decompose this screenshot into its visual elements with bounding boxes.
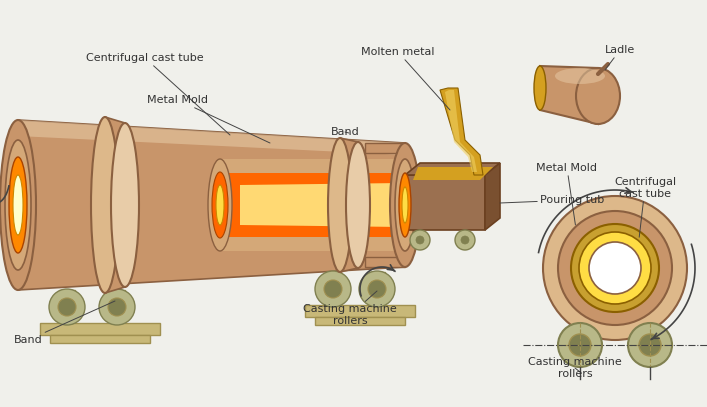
- Polygon shape: [445, 90, 477, 172]
- Circle shape: [324, 280, 342, 298]
- Bar: [50, 335, 150, 343]
- Circle shape: [315, 271, 351, 307]
- Text: Casting machine
rollers: Casting machine rollers: [528, 357, 622, 379]
- Text: Molten metal: Molten metal: [361, 47, 450, 110]
- Polygon shape: [220, 173, 403, 237]
- Ellipse shape: [216, 185, 224, 225]
- Circle shape: [455, 230, 475, 250]
- Polygon shape: [413, 167, 493, 180]
- Bar: [369, 272, 385, 292]
- Polygon shape: [405, 163, 500, 175]
- Polygon shape: [405, 175, 485, 230]
- Ellipse shape: [212, 172, 228, 238]
- Circle shape: [416, 236, 424, 244]
- Text: Metal Mold: Metal Mold: [148, 95, 270, 143]
- Ellipse shape: [534, 66, 546, 110]
- Polygon shape: [105, 117, 125, 293]
- Circle shape: [368, 280, 386, 298]
- Text: Band: Band: [331, 127, 359, 137]
- Ellipse shape: [0, 120, 36, 290]
- Ellipse shape: [395, 159, 415, 251]
- Circle shape: [410, 230, 430, 250]
- Polygon shape: [440, 88, 483, 175]
- Circle shape: [579, 232, 651, 304]
- Text: Centrifugal cast tube: Centrifugal cast tube: [86, 53, 230, 135]
- Ellipse shape: [328, 138, 352, 272]
- Text: Centrifugal
cast tube: Centrifugal cast tube: [614, 177, 676, 237]
- Circle shape: [589, 242, 641, 294]
- Circle shape: [571, 224, 659, 312]
- Ellipse shape: [346, 142, 370, 268]
- Ellipse shape: [390, 143, 420, 267]
- Circle shape: [49, 289, 85, 325]
- Circle shape: [58, 298, 76, 316]
- Polygon shape: [240, 183, 403, 227]
- Ellipse shape: [9, 157, 27, 253]
- Text: Pouring tub: Pouring tub: [500, 195, 604, 205]
- Polygon shape: [485, 163, 500, 230]
- Circle shape: [569, 334, 591, 356]
- Ellipse shape: [402, 187, 408, 223]
- Ellipse shape: [555, 68, 605, 84]
- Bar: [315, 317, 405, 325]
- Circle shape: [461, 236, 469, 244]
- Polygon shape: [18, 120, 405, 155]
- Text: Casting machine
rollers: Casting machine rollers: [303, 291, 397, 326]
- Bar: [59, 290, 75, 310]
- Bar: [109, 290, 125, 310]
- Ellipse shape: [576, 68, 620, 124]
- Ellipse shape: [111, 123, 139, 287]
- Text: Band: Band: [13, 301, 115, 345]
- Polygon shape: [365, 257, 405, 267]
- Circle shape: [99, 289, 135, 325]
- Circle shape: [558, 323, 602, 367]
- Text: Metal Mold: Metal Mold: [537, 163, 597, 225]
- Circle shape: [558, 211, 672, 325]
- Bar: [305, 305, 415, 317]
- Ellipse shape: [91, 117, 119, 293]
- Polygon shape: [540, 66, 598, 124]
- Polygon shape: [365, 143, 405, 153]
- Polygon shape: [18, 120, 405, 290]
- Circle shape: [108, 298, 126, 316]
- Circle shape: [628, 323, 672, 367]
- Ellipse shape: [13, 175, 23, 235]
- Polygon shape: [340, 138, 358, 272]
- Circle shape: [639, 334, 661, 356]
- Circle shape: [359, 271, 395, 307]
- Ellipse shape: [5, 140, 31, 270]
- Ellipse shape: [208, 159, 232, 251]
- Polygon shape: [220, 159, 405, 251]
- Bar: [40, 323, 160, 335]
- Bar: [325, 272, 341, 292]
- Circle shape: [543, 196, 687, 340]
- Text: Ladle: Ladle: [605, 45, 635, 70]
- Ellipse shape: [399, 173, 411, 237]
